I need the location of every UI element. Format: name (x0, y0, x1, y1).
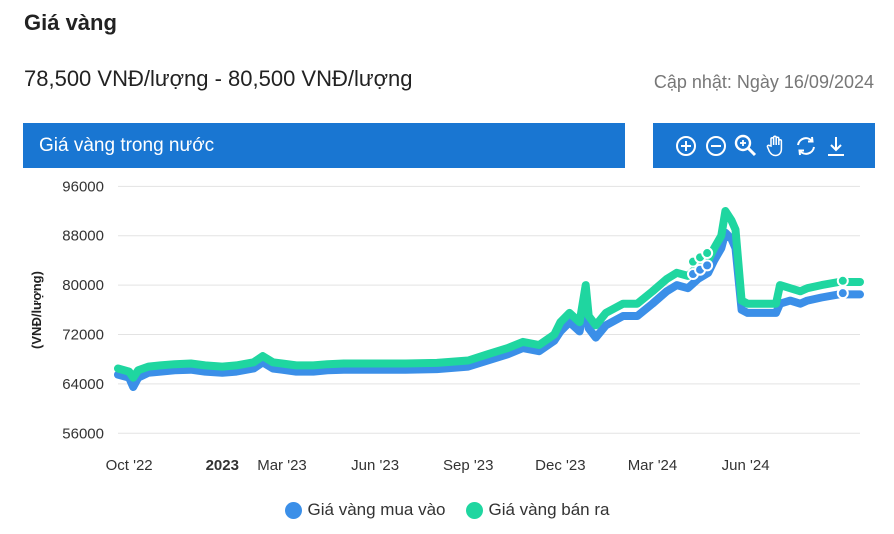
x-tick-label: Oct '22 (106, 457, 153, 474)
data-point-marker[interactable] (701, 259, 714, 272)
y-tick-label: 72000 (62, 327, 104, 344)
x-tick-label: Mar '24 (628, 457, 678, 474)
download-icon (828, 136, 844, 156)
series-line-sell[interactable] (114, 207, 864, 382)
y-axis-label: (VNĐ/lượng) (29, 271, 44, 349)
x-tick-label: Jun '24 (722, 457, 770, 474)
reset-icon (797, 136, 815, 155)
legend-item-sell[interactable]: Giá vàng bán ra (465, 500, 610, 520)
zoom-in-icon (676, 135, 696, 156)
chart-toolbar (653, 123, 875, 168)
y-axis: 56000 64000 72000 80000 88000 96000 (62, 178, 104, 442)
y-tick-label: 80000 (62, 277, 104, 294)
gold-price-chart: 56000 64000 72000 80000 88000 96000 (VNĐ/lượn… (29, 178, 864, 474)
x-tick-label: 2023 (206, 457, 239, 474)
x-tick-label: Sep '23 (443, 457, 493, 474)
x-tick-label: Mar '23 (257, 457, 307, 474)
legend-item-buy[interactable]: Giá vàng mua vào (284, 500, 446, 520)
zoom-out-button[interactable] (701, 131, 731, 161)
chart-panel-title: Giá vàng trong nước (39, 135, 215, 156)
reset-button[interactable] (791, 131, 821, 161)
data-point-marker[interactable] (836, 274, 849, 287)
updated-timestamp: Cập nhật: Ngày 16/09/2024 (653, 72, 874, 92)
magnifier-icon (734, 134, 757, 156)
y-tick-label: 96000 (62, 178, 104, 195)
legend-label-sell: Giá vàng bán ra (488, 500, 610, 519)
chart-legend: Giá vàng mua vào Giá vàng bán ra (0, 500, 894, 520)
page-title: Giá vàng (24, 10, 117, 35)
data-point-marker[interactable] (836, 287, 849, 300)
chart-header: Giá vàng trong nước (23, 123, 625, 168)
x-tick-label: Dec '23 (535, 457, 585, 474)
pan-button[interactable] (761, 131, 791, 161)
y-tick-label: 64000 (62, 376, 104, 393)
legend-label-buy: Giá vàng mua vào (307, 500, 446, 519)
price-range: 78,500 VNĐ/lượng - 80,500 VNĐ/lượng (24, 66, 413, 91)
y-tick-label: 56000 (62, 425, 104, 442)
series-line-buy[interactable] (114, 228, 864, 391)
x-tick-label: Jun '23 (351, 457, 399, 474)
zoom-select-button[interactable] (731, 131, 761, 161)
y-tick-label: 88000 (62, 228, 104, 245)
legend-marker-sell (465, 501, 483, 519)
chart-markers (686, 247, 849, 300)
pan-hand-icon (766, 135, 783, 156)
zoom-out-icon (706, 135, 726, 156)
chart-series (114, 207, 864, 391)
zoom-in-button[interactable] (671, 131, 701, 161)
legend-marker-buy (284, 501, 302, 519)
data-point-marker[interactable] (701, 247, 714, 260)
x-axis: Oct '22 2023 Mar '23 Jun '23 Sep '23 Dec '23 M… (106, 457, 770, 474)
download-button[interactable] (821, 131, 851, 161)
